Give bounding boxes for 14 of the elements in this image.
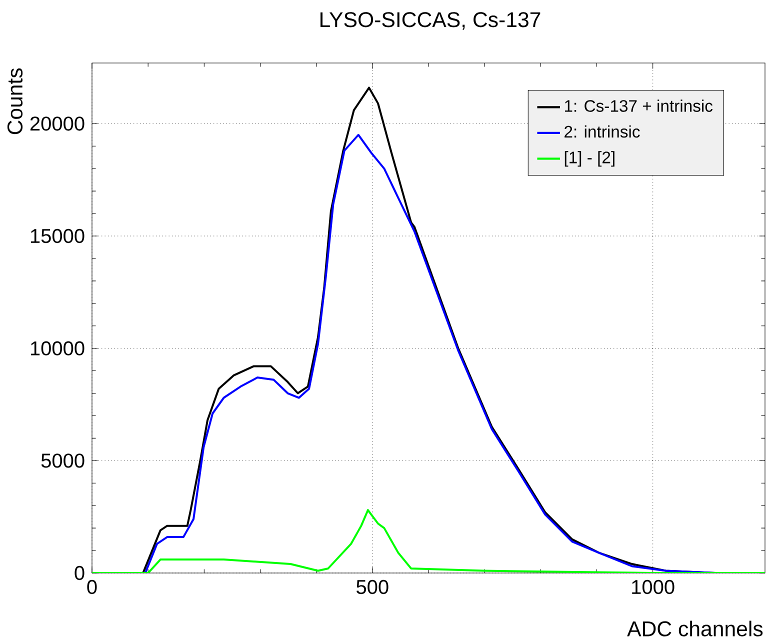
x-tick-label: 0 <box>87 580 97 594</box>
x-axis-title: ADC channels <box>627 620 763 636</box>
legend-label: 1: Cs-137 + intrinsic <box>565 100 713 112</box>
y-tick-label: 10000 <box>30 341 84 356</box>
x-tick-label: 500 <box>356 580 388 594</box>
y-tick-label: 0 <box>74 566 84 580</box>
y-tick-label: 5000 <box>41 454 84 468</box>
chart-title: LYSO-SICCAS, Cs-137 <box>320 12 540 30</box>
y-axis-title: Counts <box>7 68 23 134</box>
x-tick-label: 1000 <box>632 580 674 594</box>
y-tick-label: 15000 <box>30 228 84 244</box>
legend-label: 2: intrinsic <box>564 125 640 138</box>
legend-label: [1] - [2] <box>564 151 614 167</box>
y-tick-label: 20000 <box>30 116 84 131</box>
